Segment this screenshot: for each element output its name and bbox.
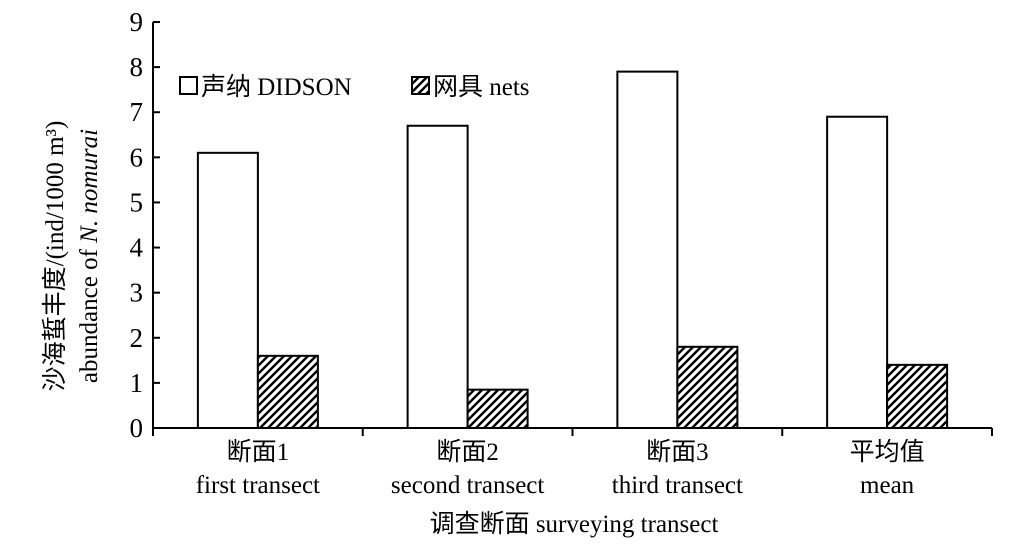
y-axis-title-line1: 沙海蜇丰度/(ind/1000 m³) bbox=[41, 121, 69, 392]
bar-nets bbox=[676, 345, 739, 429]
bar-nets bbox=[886, 363, 949, 430]
category-label-zh: 平均值 bbox=[850, 438, 925, 466]
legend: 声纳 DIDSON 网具 nets bbox=[179, 73, 530, 101]
bar-didson bbox=[196, 151, 259, 429]
y-tick-label: 5 bbox=[130, 187, 144, 217]
category-label-en: second transect bbox=[391, 472, 544, 499]
x-axis-title: 调查断面 surveying transect bbox=[430, 510, 719, 538]
bar-nets bbox=[466, 388, 529, 429]
y-tick-label: 2 bbox=[130, 323, 144, 353]
legend-label-nets: 网具 nets bbox=[433, 74, 530, 101]
y-tick-label: 1 bbox=[130, 368, 144, 398]
bar-didson bbox=[826, 115, 889, 429]
category-label-en: third transect bbox=[612, 472, 743, 499]
y-tick-label: 4 bbox=[130, 233, 144, 263]
bars bbox=[196, 70, 949, 430]
y-axis-title-prefix: abundance of bbox=[76, 243, 103, 383]
y-ticks: 0 1 2 3 4 5 6 7 8 9 bbox=[130, 7, 160, 443]
category-label-en: first transect bbox=[196, 472, 320, 499]
y-tick-label: 6 bbox=[130, 142, 144, 172]
x-ticks bbox=[152, 428, 993, 436]
bar-nets bbox=[256, 354, 319, 430]
y-tick-label: 0 bbox=[130, 413, 144, 443]
y-axis-title-line2: abundance of N. nomurai bbox=[76, 129, 103, 383]
category-label-zh: 断面3 bbox=[646, 438, 709, 466]
legend-swatch-didson bbox=[179, 76, 198, 95]
y-tick-label: 9 bbox=[130, 7, 144, 37]
category-labels: 断面1 first transect 断面2 second transect 断面3 th… bbox=[196, 438, 925, 499]
bar-didson bbox=[616, 70, 679, 429]
category-label-en: mean bbox=[860, 472, 915, 499]
category-label-zh: 断面1 bbox=[227, 438, 290, 466]
y-axis-title-species: N. nomurai bbox=[76, 129, 103, 244]
y-tick-label: 8 bbox=[130, 52, 144, 82]
y-tick-label: 7 bbox=[130, 97, 144, 127]
legend-swatch-nets bbox=[411, 76, 430, 95]
y-axis-title: 沙海蜇丰度/(ind/1000 m³) abundance of N. nomu… bbox=[41, 121, 103, 392]
y-tick-label: 3 bbox=[130, 278, 144, 308]
bar-didson bbox=[406, 124, 469, 429]
category-label-zh: 断面2 bbox=[436, 438, 499, 466]
legend-label-didson: 声纳 DIDSON bbox=[201, 73, 352, 101]
